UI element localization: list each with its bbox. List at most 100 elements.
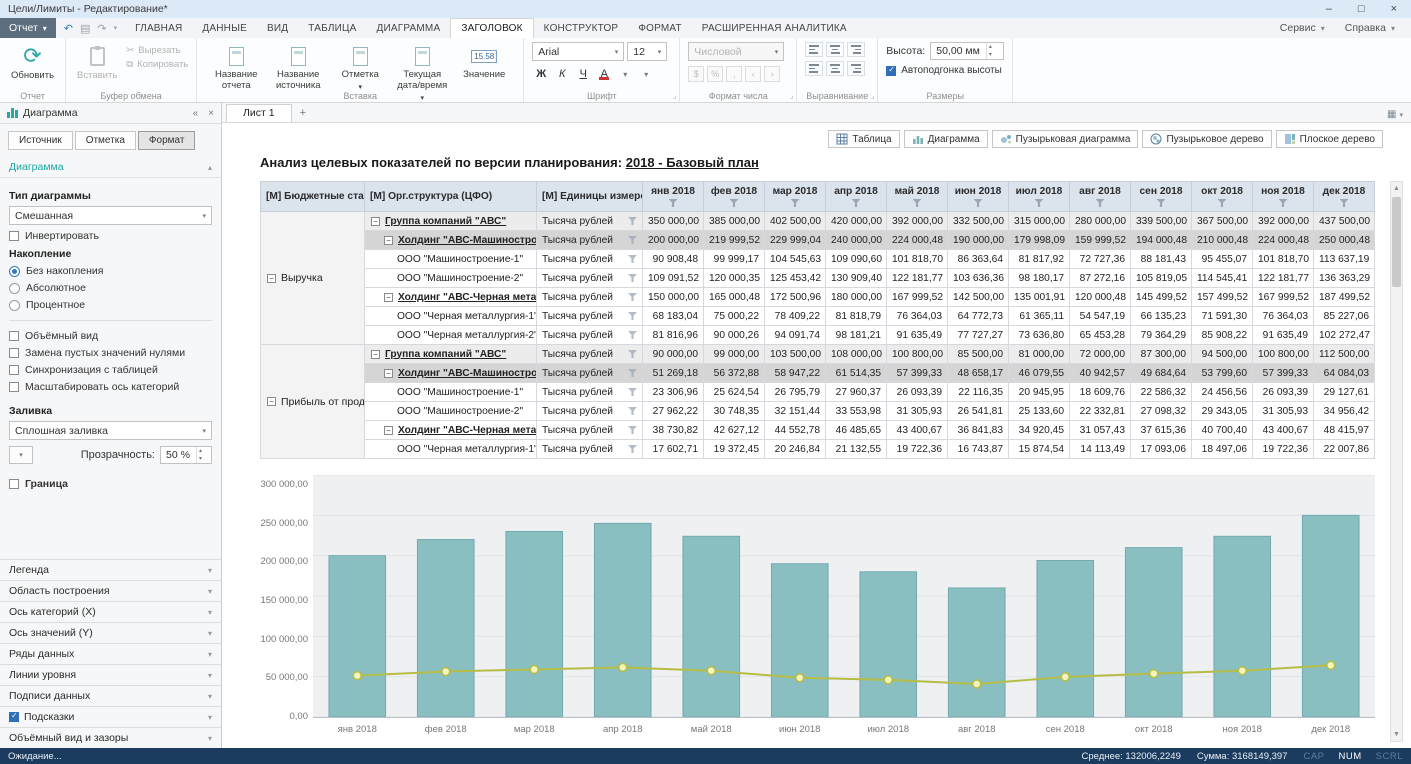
value-cell[interactable]: 61 514,35 <box>825 363 887 383</box>
stacking-option[interactable]: Абсолютное <box>9 282 212 294</box>
value-cell[interactable]: 224 000,48 <box>1252 230 1314 250</box>
collapse-icon[interactable]: − <box>384 235 393 245</box>
value-cell[interactable]: 54 547,19 <box>1069 306 1131 326</box>
value-cell[interactable]: 112 500,00 <box>1313 344 1375 364</box>
maximize-button[interactable]: □ <box>1357 3 1365 15</box>
filter-icon[interactable] <box>790 199 800 207</box>
value-cell[interactable]: 25 624,54 <box>703 382 765 402</box>
bar[interactable] <box>505 530 564 718</box>
refresh-button[interactable]: ⟳ Обновить <box>8 42 57 83</box>
scroll-down-icon[interactable]: ▼ <box>1393 731 1400 738</box>
value-cell[interactable]: 36 841,83 <box>947 420 1009 440</box>
align-right-button[interactable] <box>847 61 866 76</box>
filter-icon[interactable] <box>628 274 637 282</box>
chart-plot[interactable] <box>313 474 1375 718</box>
filter-icon[interactable] <box>1217 199 1227 207</box>
ribbon-tab[interactable]: РАСШИРЕННАЯ АНАЛИТИКА <box>701 22 847 34</box>
org-structure-cell[interactable]: −Холдинг "АВС-Машиностроение" <box>364 363 537 383</box>
panel-section[interactable]: Ось категорий (X) ▾ <box>0 601 221 622</box>
value-cell[interactable]: 102 272,47 <box>1313 325 1375 345</box>
value-cell[interactable]: 90 908,48 <box>642 249 704 269</box>
value-cell[interactable]: 18 497,06 <box>1191 439 1253 459</box>
filter-icon[interactable] <box>912 199 922 207</box>
filter-icon[interactable] <box>628 312 637 320</box>
value-cell[interactable]: 402 500,00 <box>764 211 826 231</box>
unit-cell[interactable]: Тысяча рублей <box>536 211 643 231</box>
value-cell[interactable]: 27 960,37 <box>825 382 887 402</box>
collapse-icon[interactable]: − <box>384 368 393 378</box>
panel-tab[interactable]: Источник <box>8 131 73 150</box>
filter-icon[interactable] <box>628 331 637 339</box>
panel-tab[interactable]: Отметка <box>74 131 136 150</box>
panel-section-chart[interactable]: Диаграмма ▴ <box>0 156 221 178</box>
value-cell[interactable]: 99 999,17 <box>703 249 765 269</box>
radio-icon[interactable] <box>9 282 20 294</box>
value-cell[interactable]: 100 800,00 <box>1252 344 1314 364</box>
value-cell[interactable]: 53 799,60 <box>1191 363 1253 383</box>
value-cell[interactable]: 26 795,79 <box>764 382 826 402</box>
value-cell[interactable]: 167 999,52 <box>886 287 948 307</box>
bar[interactable] <box>1301 514 1360 718</box>
org-structure-cell[interactable]: −Холдинг "АВС-Машиностроение" <box>364 230 537 250</box>
line-marker[interactable] <box>972 679 982 689</box>
ribbon-tab[interactable]: КОНСТРУКТОР <box>543 22 619 34</box>
value-cell[interactable]: 104 545,63 <box>764 249 826 269</box>
scroll-up-icon[interactable]: ▲ <box>1393 185 1400 192</box>
collapse-icon[interactable]: − <box>384 425 393 435</box>
value-cell[interactable]: 172 500,96 <box>764 287 826 307</box>
help-menu[interactable]: Справка ▾ <box>1337 22 1403 34</box>
save-icon[interactable]: ▤ <box>79 22 91 35</box>
underline-button[interactable]: Ч <box>579 68 587 80</box>
value-cell[interactable]: 72 727,36 <box>1069 249 1131 269</box>
minimize-button[interactable]: – <box>1325 3 1332 15</box>
expand-dialog-icon[interactable]: ⌟ <box>672 93 677 100</box>
collapse-icon[interactable]: − <box>267 273 276 283</box>
value-cell[interactable]: 98 181,21 <box>825 325 887 345</box>
ribbon-tab[interactable]: ФОРМАТ <box>638 22 682 34</box>
panel-tab[interactable]: Формат <box>137 131 196 150</box>
value-cell[interactable]: 64 772,73 <box>947 306 1009 326</box>
value-cell[interactable]: 103 636,36 <box>947 268 1009 288</box>
month-column-header[interactable]: апр 2018 <box>825 181 887 212</box>
font-color-button[interactable]: А <box>595 65 613 83</box>
value-cell[interactable]: 87 300,00 <box>1130 344 1192 364</box>
fill-color-swatch-button[interactable]: ▾ <box>9 446 33 464</box>
org-structure-cell[interactable]: ООО "Машиностроение-1" <box>364 382 537 402</box>
line-marker[interactable] <box>1060 672 1070 682</box>
table-row[interactable]: ООО "Машиностроение-2" Тысяча рублей 27 96… <box>261 401 1375 421</box>
value-cell[interactable]: 79 364,29 <box>1130 325 1192 345</box>
value-cell[interactable]: 16 743,87 <box>947 439 1009 459</box>
align-middle-button[interactable] <box>826 42 845 57</box>
column-header[interactable]: [М] Орг.структура (ЦФО) <box>364 181 537 212</box>
value-cell[interactable]: 114 545,41 <box>1191 268 1253 288</box>
value-cell[interactable]: 101 818,70 <box>1252 249 1314 269</box>
filter-icon[interactable] <box>628 236 637 244</box>
bar[interactable] <box>1036 560 1095 718</box>
value-cell[interactable]: 142 500,00 <box>947 287 1009 307</box>
view-button-chart[interactable]: Диаграмма <box>903 130 988 148</box>
invert-checkbox[interactable] <box>9 231 19 241</box>
panel-section[interactable]: Легенда ▾ <box>0 559 221 580</box>
value-cell[interactable]: 65 453,28 <box>1069 325 1131 345</box>
unit-cell[interactable]: Тысяча рублей <box>536 249 643 269</box>
unit-cell[interactable]: Тысяча рублей <box>536 268 643 288</box>
value-cell[interactable]: 38 730,82 <box>642 420 704 440</box>
chart-option[interactable]: Масштабировать ось категорий <box>9 381 212 393</box>
value-cell[interactable]: 113 637,19 <box>1313 249 1375 269</box>
value-cell[interactable]: 85 227,06 <box>1313 306 1375 326</box>
panel-section[interactable]: Подсказки ▾ <box>0 706 221 727</box>
value-cell[interactable]: 17 602,71 <box>642 439 704 459</box>
line-marker[interactable] <box>1237 665 1247 676</box>
view-button-flattree[interactable]: Плоское дерево <box>1275 130 1383 148</box>
insert-item-button[interactable]: Название источника <box>267 42 329 104</box>
align-left-button[interactable] <box>805 61 824 76</box>
value-cell[interactable]: 27 098,32 <box>1130 401 1192 421</box>
sheet-tab[interactable]: Лист 1 <box>226 104 292 122</box>
table-row[interactable]: −Холдинг "АВС-Машиностроение" Тысяча рубл… <box>261 230 1375 250</box>
value-cell[interactable]: 180 000,00 <box>825 287 887 307</box>
value-cell[interactable]: 22 586,32 <box>1130 382 1192 402</box>
number-format-select[interactable]: Числовой ▾ <box>688 42 785 61</box>
value-cell[interactable]: 22 007,86 <box>1313 439 1375 459</box>
value-cell[interactable]: 66 135,23 <box>1130 306 1192 326</box>
filter-icon[interactable] <box>1156 199 1166 207</box>
